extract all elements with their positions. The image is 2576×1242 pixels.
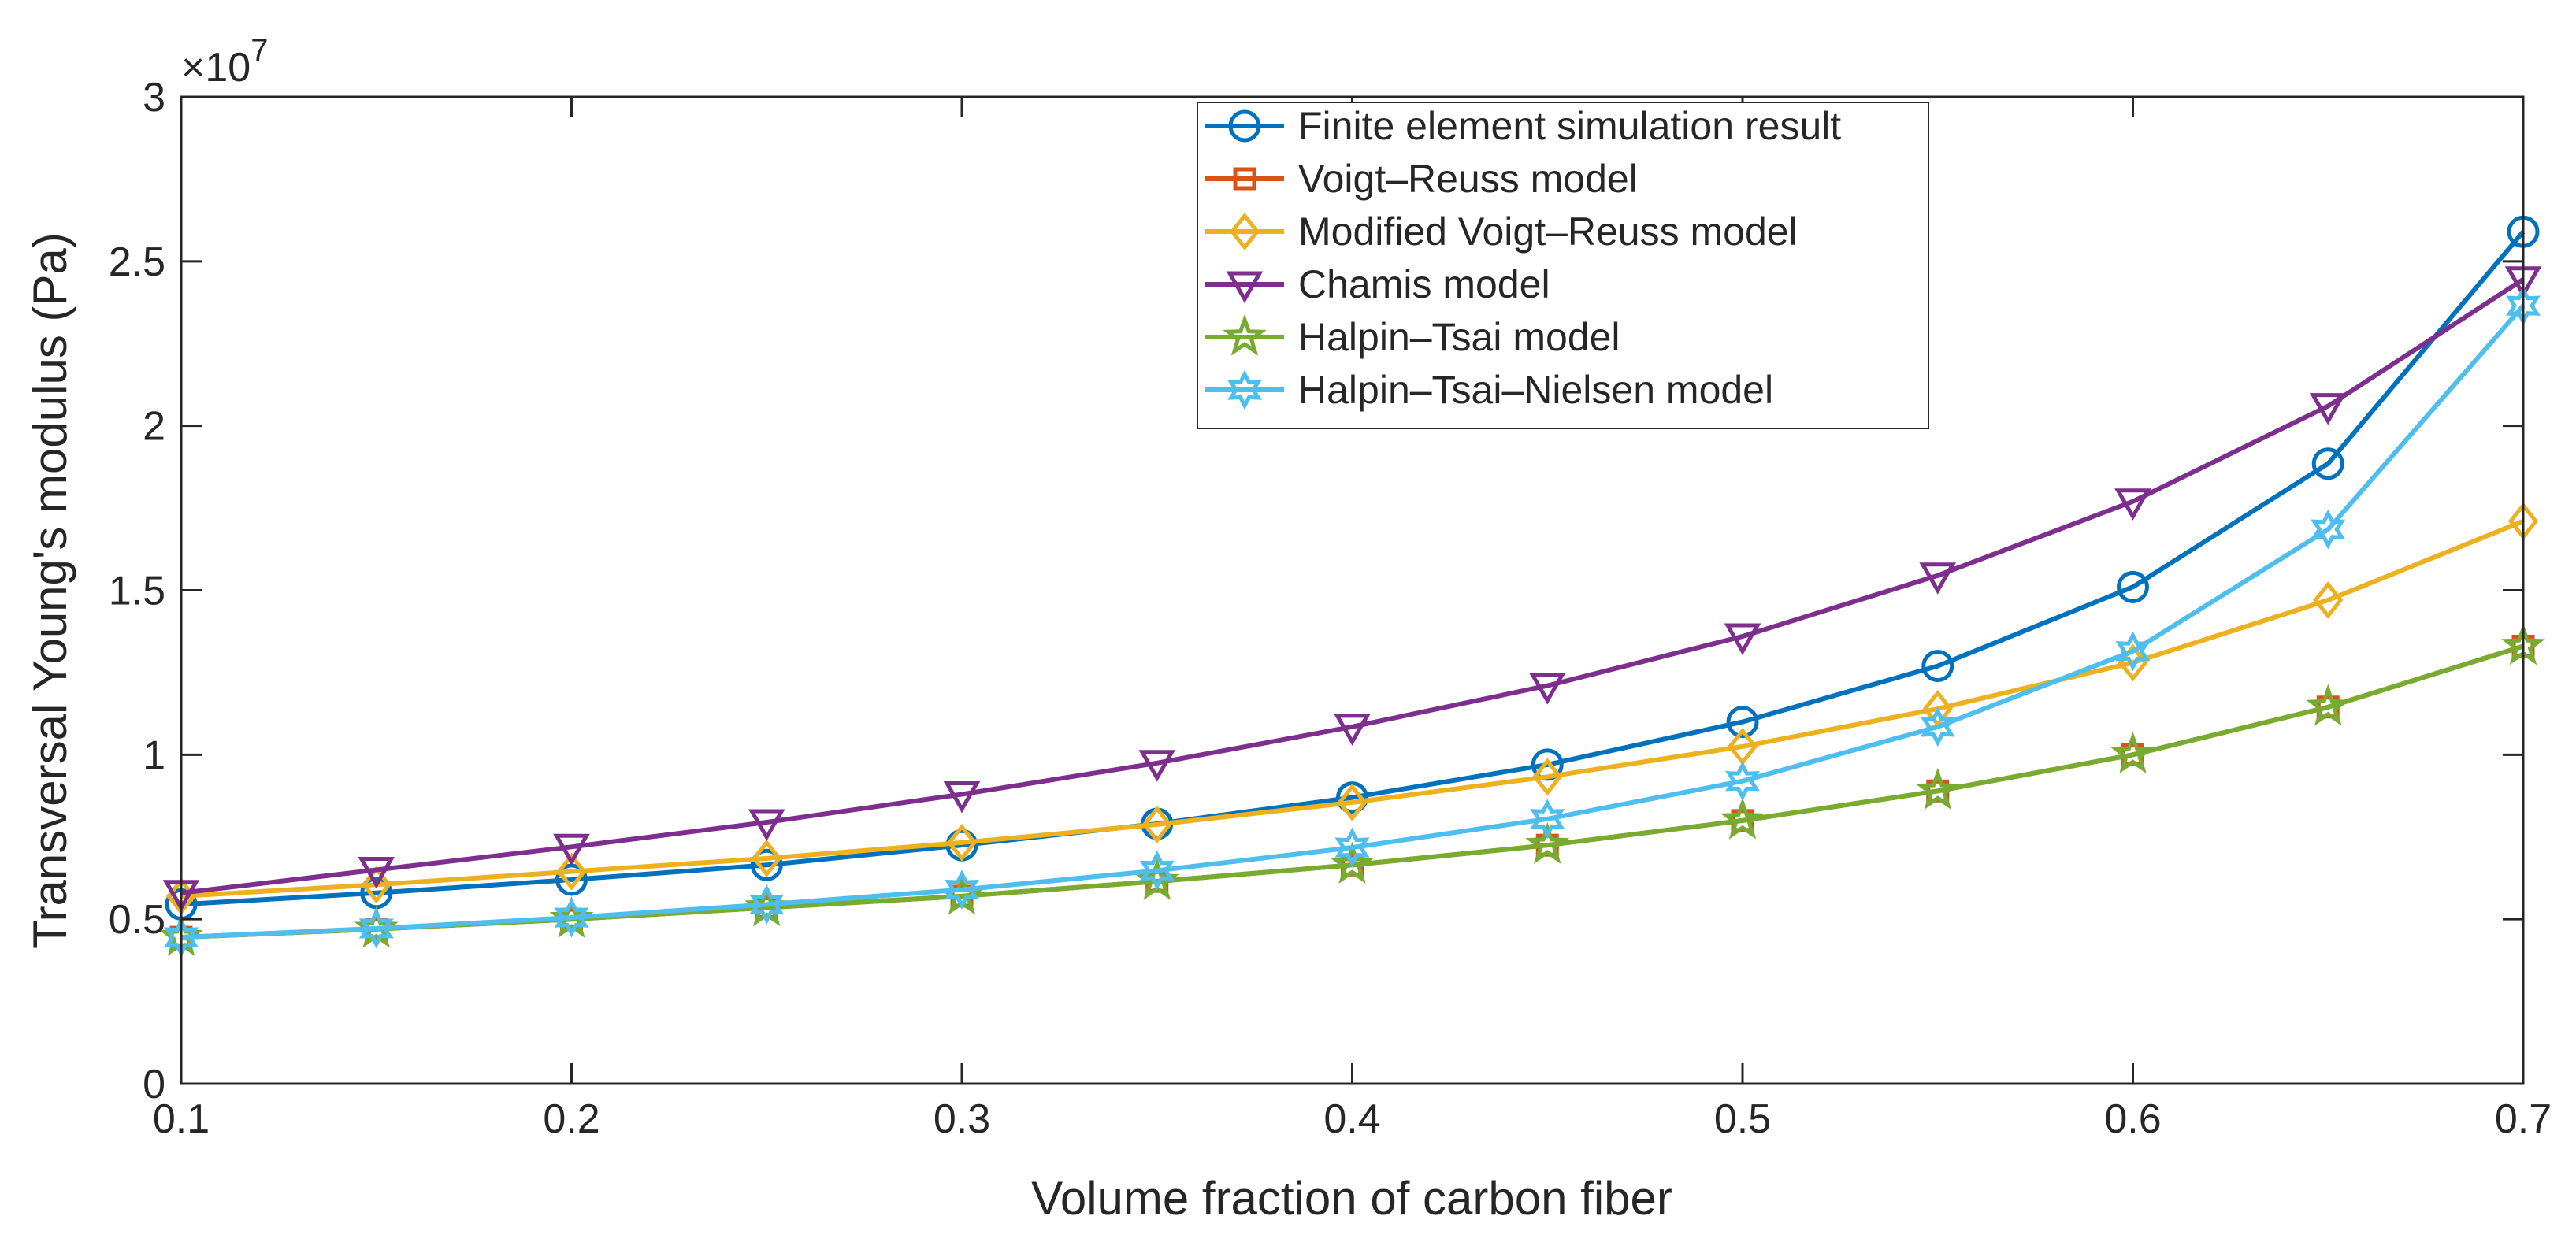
y-axis-label: Transversal Young's modulus (Pa)	[24, 232, 76, 949]
data-point	[1919, 562, 1957, 595]
legend-marker	[1226, 271, 1264, 304]
data-point	[748, 809, 785, 841]
data-point	[752, 839, 782, 877]
legend-item: Halpin–Tsai–Nielsen model	[1205, 368, 1773, 412]
legend-box	[1197, 102, 1929, 429]
data-point	[1920, 706, 1955, 747]
legend-item: Chamis model	[1205, 262, 1550, 306]
series-line	[180, 304, 2526, 940]
x-tick-label: 0.1	[153, 1096, 210, 1142]
legend-item: Modified Voigt–Reuss model	[1205, 209, 1798, 254]
data-point	[943, 780, 981, 814]
x-tick-label: 0.7	[2495, 1096, 2552, 1142]
data-point	[1725, 761, 1760, 802]
legend-items: Finite element simulation result Voigt–Re…	[1205, 104, 1841, 412]
data-point	[1337, 783, 1368, 821]
data-point	[1138, 750, 1176, 782]
legend-item: Finite element simulation result	[1205, 104, 1841, 148]
legend-item: Voigt–Reuss model	[1205, 157, 1638, 201]
legend-label: Voigt–Reuss model	[1298, 157, 1638, 201]
x-tick-label: 0.6	[2104, 1096, 2161, 1142]
x-tick-label: 0.5	[1714, 1096, 1771, 1142]
y-tick-label: 1.5	[109, 569, 165, 614]
series-layer	[159, 215, 2545, 958]
data-point	[1921, 650, 1954, 683]
data-point	[358, 908, 394, 949]
legend: Finite element simulation result Voigt–Re…	[1197, 102, 1929, 429]
data-point	[1334, 827, 1370, 868]
series-line	[180, 230, 2526, 907]
data-point	[2306, 684, 2351, 726]
x-tick-label: 0.4	[1323, 1096, 1380, 1142]
y-tick-label: 0	[143, 1062, 165, 1107]
legend-marker	[1227, 369, 1262, 410]
y-tick-label: 0.5	[109, 897, 165, 943]
data-point	[2313, 581, 2344, 620]
data-point	[945, 869, 979, 910]
data-point	[553, 833, 590, 866]
series-6	[164, 285, 2541, 958]
data-point	[2309, 393, 2347, 425]
data-point	[358, 857, 395, 889]
y-tick-label: 2	[143, 404, 165, 450]
data-point	[750, 848, 783, 881]
data-point	[2311, 447, 2344, 480]
tick-layer: 0.1 0.2 0.3 0.4 0.5 0.6 0.7 0 0.5 1 1.5 2 2.5 3	[109, 75, 2552, 1142]
data-point	[1330, 841, 1375, 884]
legend-marker	[1229, 212, 1260, 251]
x-tick-label: 0.3	[934, 1096, 990, 1142]
legend-label: Finite element simulation result	[1298, 104, 1841, 148]
data-point	[2117, 570, 2149, 603]
legend-marker	[1228, 109, 1261, 143]
y-exponent-base: ×10	[181, 45, 251, 91]
data-point	[554, 897, 589, 938]
legend-label: Halpin–Tsai model	[1298, 315, 1620, 359]
y-tick-label: 2.5	[109, 239, 165, 285]
y-tick-label: 1	[143, 732, 165, 778]
x-axis-label: Volume fraction of carbon fiber	[1031, 1172, 1672, 1225]
data-point	[1528, 673, 1566, 705]
data-point	[556, 852, 587, 891]
series-line	[180, 277, 2525, 895]
data-point	[1141, 805, 1172, 843]
series-4	[162, 266, 2542, 912]
y-tick-label: 3	[143, 75, 165, 120]
legend-label: Chamis model	[1298, 262, 1550, 306]
data-point	[1334, 714, 1371, 746]
y-exponent-label: ×107	[181, 33, 268, 91]
data-point	[361, 866, 392, 904]
data-point	[749, 884, 785, 925]
data-point	[1336, 781, 1368, 814]
x-tick-label: 0.2	[543, 1096, 599, 1142]
data-point	[1532, 758, 1563, 796]
data-point	[1915, 767, 1960, 810]
legend-label: Modified Voigt–Reuss model	[1298, 209, 1798, 254]
legend-label: Halpin–Tsai–Nielsen model	[1298, 368, 1773, 412]
data-point	[1726, 706, 1759, 739]
data-point	[1720, 797, 1765, 840]
data-point	[1139, 851, 1175, 891]
data-point	[2115, 631, 2151, 672]
data-point	[2114, 488, 2151, 521]
series-line	[180, 519, 2525, 899]
data-point	[1724, 623, 1761, 655]
legend-item: Halpin–Tsai model	[1205, 313, 1620, 359]
data-point	[1525, 821, 1570, 865]
legend-marker	[1233, 167, 1256, 191]
y-exponent-power: 7	[251, 33, 268, 68]
legend-marker	[1223, 313, 1267, 356]
data-point	[2311, 509, 2346, 550]
data-point	[1530, 799, 1565, 840]
data-point	[946, 823, 978, 862]
data-point	[2110, 731, 2155, 774]
